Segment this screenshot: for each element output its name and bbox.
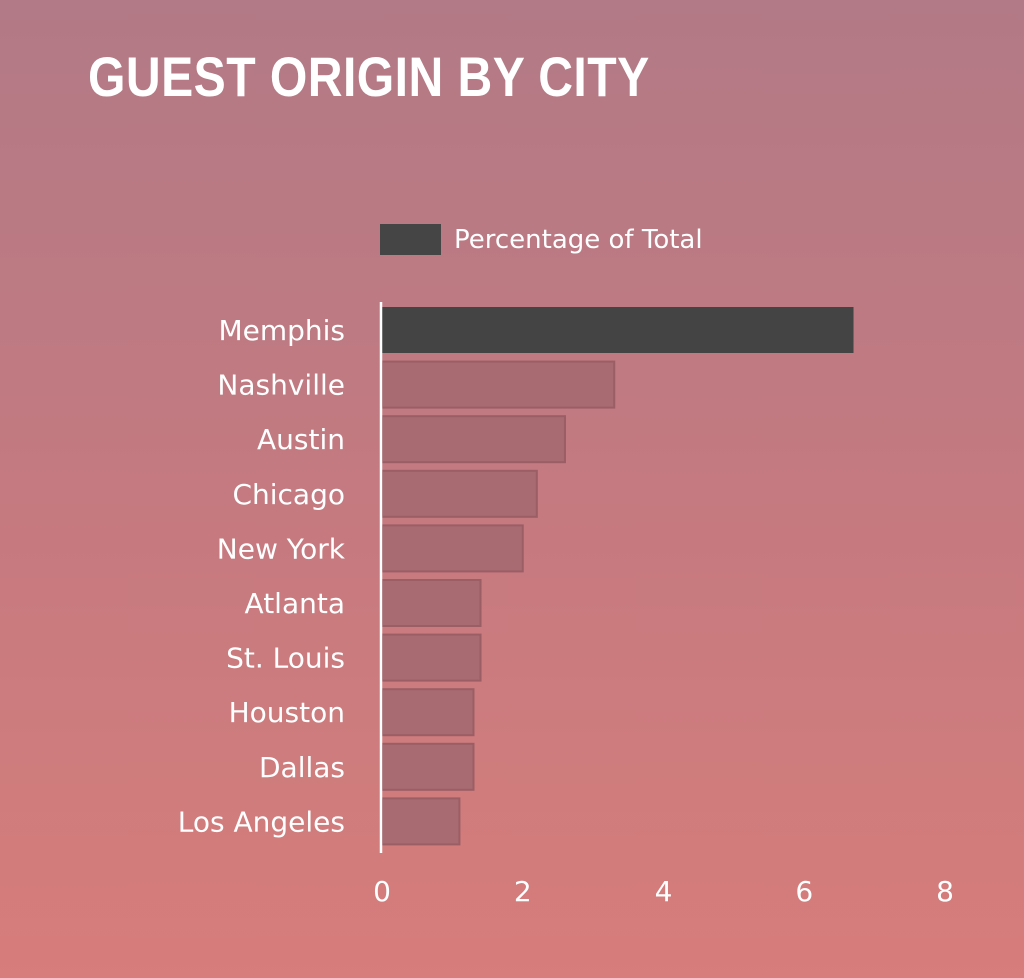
bar-houston — [381, 688, 475, 737]
category-label: Memphis — [218, 314, 345, 347]
category-label: Los Angeles — [178, 805, 345, 838]
category-label: Atlanta — [245, 587, 345, 620]
legend-swatch — [380, 224, 441, 255]
category-label: Chicago — [232, 478, 345, 511]
category-label: St. Louis — [226, 642, 345, 675]
chart-title: GUEST ORIGIN BY CITY — [88, 45, 650, 108]
bar-st-louis — [381, 633, 482, 682]
category-label: Houston — [229, 696, 345, 729]
x-tick-label: 8 — [936, 875, 954, 908]
legend: Percentage of Total — [380, 224, 703, 255]
bar-nashville — [381, 360, 616, 409]
legend-label: Percentage of Total — [454, 224, 703, 255]
bar-los-angeles — [381, 797, 461, 846]
bar-chicago — [381, 469, 538, 518]
x-tick-label: 6 — [795, 875, 813, 908]
category-label: New York — [217, 532, 346, 565]
bar-dallas — [381, 742, 475, 791]
x-tick-label: 2 — [514, 875, 532, 908]
bar-memphis — [382, 307, 854, 353]
category-label: Dallas — [259, 751, 345, 784]
bar-austin — [381, 415, 566, 464]
category-label: Austin — [257, 423, 345, 456]
bar-atlanta — [381, 579, 482, 627]
category-label: Nashville — [217, 369, 345, 402]
bar-new-york — [381, 524, 524, 573]
x-tick-label: 0 — [373, 875, 391, 908]
x-tick-label: 4 — [655, 875, 673, 908]
